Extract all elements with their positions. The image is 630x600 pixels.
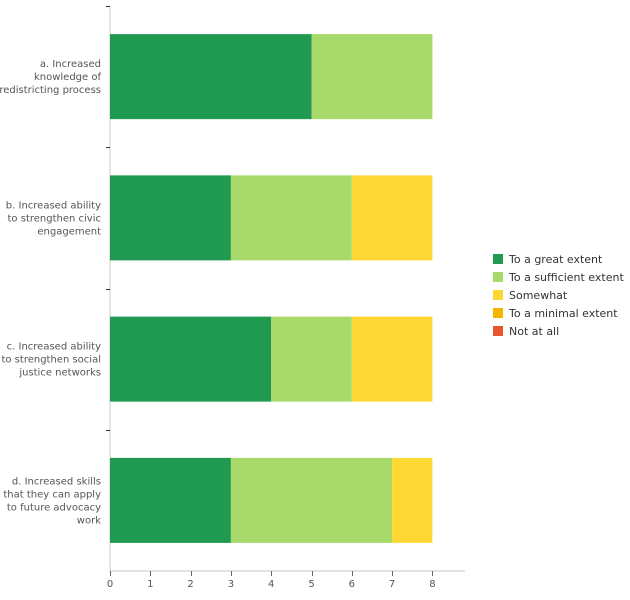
bar-segment [230, 457, 393, 543]
legend-swatch [493, 290, 503, 300]
legend: To a great extent To a sufficient extent S… [493, 253, 624, 338]
x-tick-label: 7 [389, 579, 395, 590]
bar-segment [110, 175, 231, 261]
legend-label: To a sufficient extent [508, 271, 624, 284]
bar-segment [392, 457, 433, 543]
bar-segment [271, 316, 352, 402]
x-tick-label: 1 [147, 579, 153, 590]
legend-label: To a great extent [508, 253, 603, 266]
category-label: c. Increased ability to strengthen social… [1, 342, 101, 379]
bar-segment [351, 316, 433, 402]
x-tick-label: 3 [228, 579, 234, 590]
legend-label: Somewhat [509, 289, 568, 302]
category-label: d. Increased skills that they can apply to… [3, 476, 101, 526]
category-label: b. Increased ability to strengthen civic e… [6, 200, 101, 237]
legend-label: To a minimal extent [508, 307, 618, 320]
legend-swatch [493, 308, 503, 318]
bar-segment [110, 34, 312, 120]
bar-segment [311, 34, 433, 120]
bar-segment [230, 175, 352, 261]
x-axis: 0 1 2 3 4 5 6 7 8 [107, 571, 436, 590]
legend-swatch [493, 272, 503, 282]
bar-segment [110, 316, 272, 402]
category-label: a. Increased knowledge of redistricting pr… [0, 59, 101, 96]
x-tick-label: 6 [349, 579, 355, 590]
x-tick-label: 0 [107, 579, 113, 590]
bar-segment [110, 457, 231, 543]
plot-area [106, 6, 465, 572]
legend-label: Not at all [509, 325, 559, 338]
legend-swatch [493, 326, 503, 336]
x-tick-label: 4 [268, 579, 274, 590]
bar-segment [351, 175, 433, 261]
legend-swatch [493, 254, 503, 264]
x-tick-label: 8 [429, 579, 435, 590]
y-axis-labels: a. Increased knowledge of redistricting pr… [0, 59, 101, 526]
x-tick-label: 5 [308, 579, 314, 590]
x-tick-label: 2 [187, 579, 193, 590]
